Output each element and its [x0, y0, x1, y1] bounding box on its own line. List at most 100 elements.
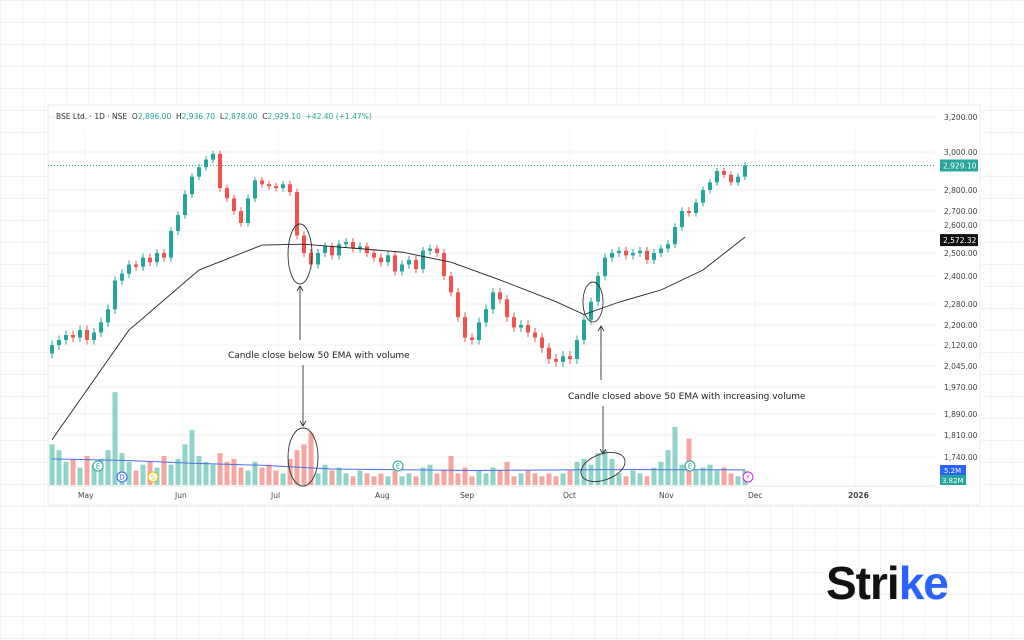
ema-50-line: [51, 236, 746, 440]
candle-body: [99, 322, 103, 333]
chart-panel: [47, 104, 981, 506]
volume-bar: [91, 464, 97, 485]
event-marker-circle: [147, 471, 159, 483]
change-value: +42.40 (+1.47%): [305, 112, 372, 121]
candle-body: [204, 159, 208, 168]
candle-body: [477, 322, 481, 340]
volume-bar: [630, 470, 636, 485]
candle-body: [547, 347, 551, 359]
volume-bar: [714, 470, 720, 485]
volume-bar: [126, 461, 132, 485]
annotation-ellipse: [580, 452, 626, 482]
volume-bar: [595, 453, 601, 485]
candle-body: [358, 246, 362, 249]
logo-accent: ke: [898, 557, 949, 609]
time-axis-label: Oct: [563, 491, 576, 500]
volume-bar: [308, 432, 314, 485]
annotation-text: Candle closed above 50 EMA with increasi…: [568, 392, 806, 402]
time-axis-label: Aug: [375, 491, 390, 500]
volume-bar: [133, 470, 139, 485]
candle-body: [113, 280, 117, 310]
candle-body: [659, 248, 663, 253]
volume-bar: [434, 473, 440, 485]
price-axis-label: 2,600.00: [944, 221, 978, 230]
candle-body: [267, 184, 271, 187]
annotation-arrow-up: [296, 285, 304, 340]
event-marker-label: ⚡: [746, 474, 751, 482]
volume-bar: [658, 461, 664, 485]
volume-bar: [182, 444, 188, 485]
time-axis-label: 2026: [848, 491, 869, 500]
volume-bar: [651, 467, 657, 485]
candle-body: [211, 153, 215, 160]
candle-body: [190, 176, 194, 195]
volume-bar: [280, 473, 286, 485]
candle-body: [386, 255, 390, 263]
time-axis-label: Sep: [460, 491, 474, 500]
open-label: O: [131, 112, 138, 121]
volume-bar: [273, 470, 279, 485]
volume-bar: [63, 461, 69, 485]
volume-bar: [539, 476, 545, 485]
volume-bar: [350, 476, 356, 485]
candle-body: [414, 259, 418, 270]
candle-body: [631, 253, 635, 256]
volume-bar: [511, 476, 517, 485]
volume-bar: [175, 458, 181, 485]
volume-bar: [490, 467, 496, 485]
time-axis-label: Jul: [270, 491, 280, 500]
price-axis-label: 1,890.00: [944, 410, 978, 419]
annotation-arrow-up: [597, 325, 605, 380]
volume-bar: [259, 467, 265, 485]
candle-body: [505, 299, 509, 318]
price-axis-label: 2,120.00: [944, 341, 978, 350]
time-axis-label: Nov: [659, 491, 674, 500]
candle-body: [127, 264, 131, 274]
candle-body: [281, 184, 285, 189]
candle-body: [533, 332, 537, 338]
candle-body: [393, 255, 397, 272]
candle-body: [512, 317, 516, 328]
volume-bar: [189, 429, 195, 485]
annotation-ellipse: [582, 281, 604, 323]
annotations: [287, 223, 626, 487]
candle-body: [484, 309, 488, 323]
price-axis-label: 2,700.00: [944, 207, 978, 216]
candle-body: [589, 301, 593, 320]
volume-bar: [336, 467, 342, 485]
candle-body: [295, 192, 299, 236]
volume-ma-line: [51, 458, 746, 472]
volume-bar: [245, 470, 251, 485]
volume-bar: [518, 473, 524, 485]
candle-body: [92, 332, 96, 340]
volume-bar: [567, 470, 573, 485]
volume-bar: [49, 444, 55, 485]
volume-bar: [546, 473, 552, 485]
volume-bar: [623, 476, 629, 485]
volume-badge-text: 3.82M: [942, 477, 964, 485]
candle-body: [743, 165, 747, 177]
volume-bar: [217, 453, 223, 485]
volume-bar: [210, 464, 216, 485]
candle-body: [253, 180, 257, 199]
logo-main: Stri: [826, 557, 900, 609]
candle-body: [687, 211, 691, 213]
volume-bar: [98, 458, 104, 485]
close-label: C: [262, 112, 268, 121]
event-marker-label: E: [96, 463, 100, 471]
candle-body: [323, 246, 327, 253]
candle-body: [673, 227, 677, 245]
annotation-arrow-down: [599, 406, 607, 455]
volume-bar: [609, 458, 615, 485]
candle-body: [239, 211, 243, 223]
volume-bar: [70, 458, 76, 485]
candle-body: [442, 253, 446, 276]
candle-body: [260, 180, 264, 185]
time-axis-label: Jun: [174, 491, 187, 500]
volume-bar: [161, 456, 167, 485]
event-marker-3: S: [147, 471, 159, 483]
volume-bar: [728, 473, 734, 485]
symbol-label: BSE Ltd. · 1D · NSE: [56, 112, 128, 121]
volume-bar: [168, 464, 174, 485]
